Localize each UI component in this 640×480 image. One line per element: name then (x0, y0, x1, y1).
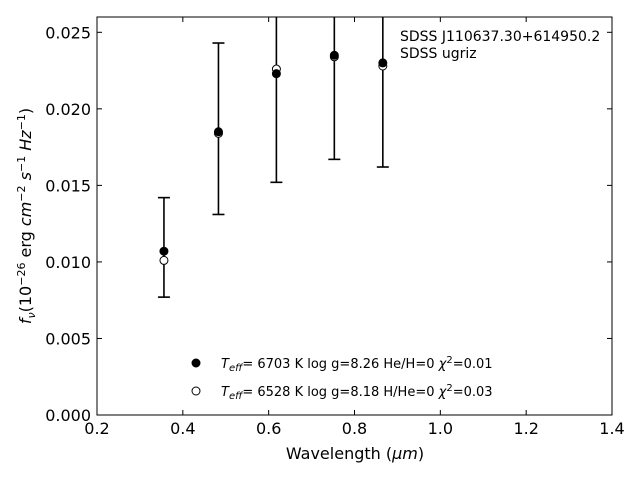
point-filled (329, 50, 339, 60)
annotation-object-name: SDSS J110637.30+614950.2 (400, 29, 600, 45)
point-filled (378, 58, 388, 68)
x-tick-label: 1.2 (513, 419, 538, 438)
x-tick-label: 1.4 (599, 419, 624, 438)
y-axis-label: fν(10−26 erg cm−2 s−1 Hz−1) (15, 108, 38, 324)
y-tick-label: 0.000 (45, 406, 91, 425)
legend-label: Teff= 6528 K log g=8.18 H/He=0 χ2=0.03 (221, 383, 493, 402)
x-tick-label: 0.6 (256, 419, 281, 438)
y-tick-label: 0.025 (45, 23, 91, 42)
legend-marker-filled (191, 358, 201, 368)
point-open (159, 255, 169, 265)
y-tick-label: 0.005 (45, 329, 91, 348)
data-points (159, 50, 388, 265)
point-filled (271, 69, 281, 79)
point-filled (213, 127, 223, 137)
y-tick-label: 0.010 (45, 253, 91, 272)
axis-ticks (96, 17, 613, 416)
annotation-filter-set: SDSS ugriz (400, 46, 477, 62)
point-filled (159, 246, 169, 256)
legend: Teff= 6703 K log g=8.26 He/H=0 χ2=0.01 Te… (191, 355, 493, 402)
x-tick-label: 0.4 (170, 419, 195, 438)
legend-label: Teff= 6703 K log g=8.26 He/H=0 χ2=0.01 (221, 355, 493, 374)
x-axis-unit: μm (391, 444, 418, 463)
x-tick-label: 0.8 (342, 419, 367, 438)
legend-marker-open (191, 386, 201, 396)
x-tick-label: 1.0 (428, 419, 453, 438)
plot-area (96, 16, 613, 416)
x-axis-label: Wavelength (μm) (286, 444, 424, 463)
y-tick-label: 0.015 (45, 176, 91, 195)
x-tick-label: 0.2 (84, 419, 109, 438)
x-axis-label-text: Wavelength (286, 444, 381, 463)
y-tick-label: 0.020 (45, 100, 91, 119)
